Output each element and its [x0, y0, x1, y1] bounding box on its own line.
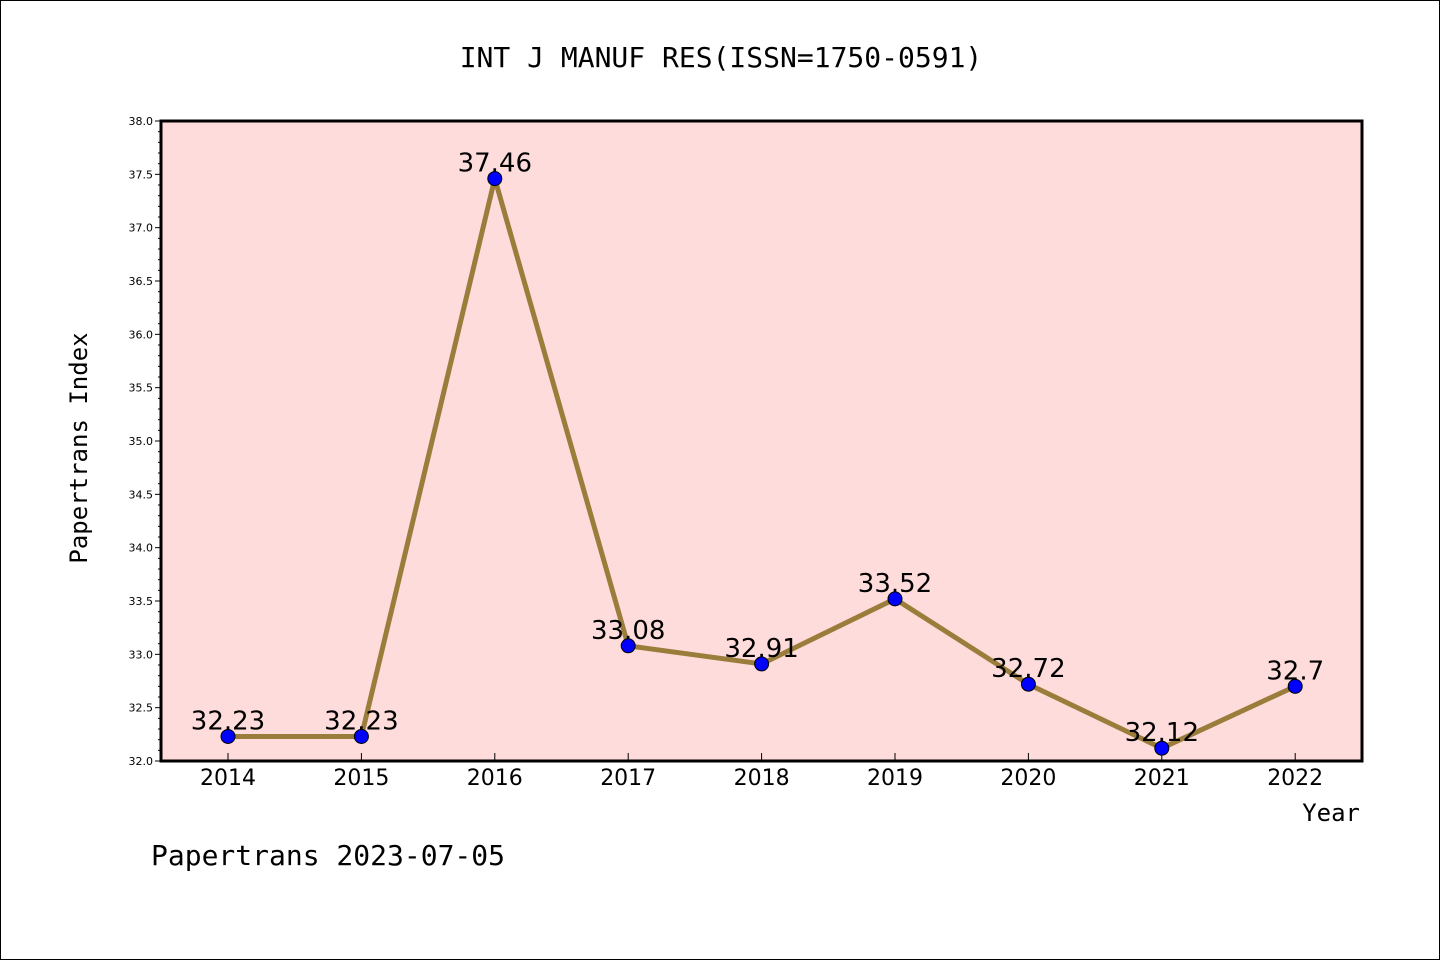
data-point — [1020, 676, 1036, 692]
data-point — [620, 638, 636, 654]
x-tick-label: 2015 — [333, 766, 389, 791]
data-point — [487, 171, 503, 187]
y-tick-label: 33.5 — [129, 595, 154, 608]
y-tick-label: 36.0 — [129, 328, 154, 341]
data-point — [887, 591, 903, 607]
data-point — [220, 728, 236, 744]
y-axis-ticks: 32.0 32.5 33.0 33.5 34.0 34.5 35.0 35.5 36.0 36.5… — [129, 115, 161, 768]
data-point — [1287, 678, 1303, 694]
x-tick-label: 2019 — [867, 766, 923, 791]
x-axis-label: Year — [1302, 799, 1360, 827]
x-tick-label: 2022 — [1267, 766, 1323, 791]
y-tick-label: 35.0 — [129, 435, 154, 448]
x-axis-ticks: 2014 2015 2016 2017 2018 2019 2020 2021 2022 — [200, 753, 1323, 791]
y-tick-label: 38.0 — [129, 115, 154, 128]
plot-area — [161, 121, 1362, 761]
data-point — [754, 656, 770, 672]
x-tick-label: 2014 — [200, 766, 256, 791]
data-labels: 32.23 32.23 37.46 33.08 32.91 33.52 32.72 32.12… — [191, 149, 1324, 749]
y-tick-label: 33.0 — [129, 648, 154, 661]
data-label: 33.52 — [858, 569, 932, 599]
data-point — [353, 728, 369, 744]
y-tick-label: 32.5 — [129, 702, 154, 715]
data-point — [1154, 740, 1170, 756]
y-tick-label: 36.5 — [129, 275, 154, 288]
y-tick-label: 35.5 — [129, 382, 154, 395]
y-tick-label: 32.0 — [129, 755, 154, 768]
x-tick-label: 2020 — [1000, 766, 1056, 791]
footer-text: Papertrans 2023-07-05 — [151, 839, 505, 872]
y-axis-label: Papertrans Index — [65, 332, 93, 563]
y-tick-label: 37.5 — [129, 168, 154, 181]
y-tick-label: 34.0 — [129, 542, 154, 555]
data-label: 37.46 — [458, 149, 532, 179]
x-tick-label: 2018 — [734, 766, 790, 791]
chart-title: INT J MANUF RES(ISSN=1750-0591) — [460, 41, 983, 74]
data-label: 32.91 — [724, 634, 798, 664]
data-label: 32.12 — [1125, 718, 1199, 748]
data-label: 33.08 — [591, 616, 665, 646]
x-tick-label: 2016 — [467, 766, 523, 791]
x-tick-label: 2021 — [1134, 766, 1190, 791]
data-label: 32.7 — [1266, 656, 1324, 686]
data-label: 32.23 — [191, 706, 265, 736]
data-label: 32.23 — [324, 706, 398, 736]
x-tick-label: 2017 — [600, 766, 656, 791]
plot-frame — [159, 119, 1364, 763]
data-markers — [220, 171, 1303, 756]
y-tick-label: 37.0 — [129, 222, 154, 235]
y-tick-label: 34.5 — [129, 488, 154, 501]
data-label: 32.72 — [991, 654, 1065, 684]
